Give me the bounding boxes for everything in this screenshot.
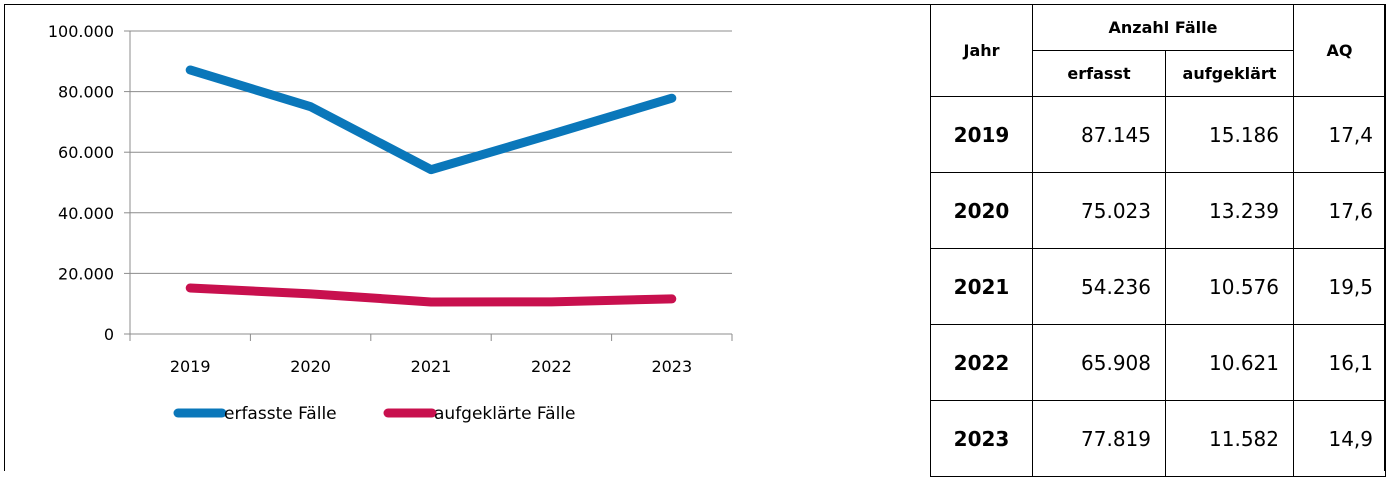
rate-cell: 14,9 [1293,400,1386,477]
series-line-aufgeklaerte-faelle [185,283,677,307]
data-point [430,168,432,171]
x-tick-label: 2021 [411,357,452,376]
table-row: 2021 54.236 10.576 19,5 [930,248,1386,325]
header-year: Jahr [930,4,1033,97]
data-point [670,97,673,100]
x-tick-label: 2019 [170,357,211,376]
data-point [430,300,432,303]
cases-table: Jahr Anzahl Fälle AQ erfasst aufgeklärt … [930,4,1386,477]
rate-cell: 19,5 [1293,248,1386,325]
y-tick-label: 0 [104,325,114,344]
year-cell: 2019 [930,96,1033,173]
rate-cell: 17,4 [1293,96,1386,173]
year-cell: 2023 [930,400,1033,477]
rate-cell: 17,6 [1293,172,1386,249]
x-tick-label: 2022 [531,357,572,376]
header-solved: aufgeklärt [1165,50,1294,97]
table-row: 2020 75.023 13.239 17,6 [930,172,1386,249]
solved-cell: 10.576 [1165,248,1294,325]
data-point [550,300,553,303]
solved-cell: 15.186 [1165,96,1294,173]
table-row: 2022 65.908 10.621 16,1 [930,324,1386,401]
recorded-cell: 65.908 [1032,324,1166,401]
recorded-cell: 87.145 [1032,96,1166,173]
series-line-erfasste-faelle [185,65,677,175]
header-recorded: erfasst [1032,50,1166,97]
y-tick-label: 40.000 [58,204,114,223]
legend-label: aufgeklärte Fälle [434,404,575,424]
year-cell: 2021 [930,248,1033,325]
legend-label: erfasste Fälle [224,404,337,424]
y-tick-label: 20.000 [58,264,114,283]
solved-cell: 10.621 [1165,324,1294,401]
data-point [189,68,192,71]
y-tick-label: 60.000 [58,143,114,162]
recorded-cell: 54.236 [1032,248,1166,325]
year-cell: 2020 [930,172,1033,249]
rate-cell: 16,1 [1293,324,1386,401]
recorded-cell: 77.819 [1032,400,1166,477]
solved-cell: 13.239 [1165,172,1294,249]
header-rate: AQ [1293,4,1386,97]
data-point [670,297,673,300]
solved-cell: 11.582 [1165,400,1294,477]
y-tick-label: 80.000 [58,83,114,102]
table-row: 2019 87.145 15.186 17,4 [930,96,1386,173]
table-row: 2023 77.819 11.582 14,9 [930,400,1386,477]
x-tick-label: 2023 [651,357,692,376]
y-tick-label: 100.000 [48,22,114,41]
data-point [189,286,192,289]
x-tick-label: 2020 [290,357,331,376]
year-cell: 2022 [930,324,1033,401]
line-chart: 0 20.000 40.000 60.000 80.000 100.000 2019 2020… [48,22,733,424]
header-cases-group: Anzahl Fälle [1032,4,1294,51]
data-point [309,105,312,108]
data-point [550,133,553,136]
data-point [309,292,312,295]
recorded-cell: 75.023 [1032,172,1166,249]
